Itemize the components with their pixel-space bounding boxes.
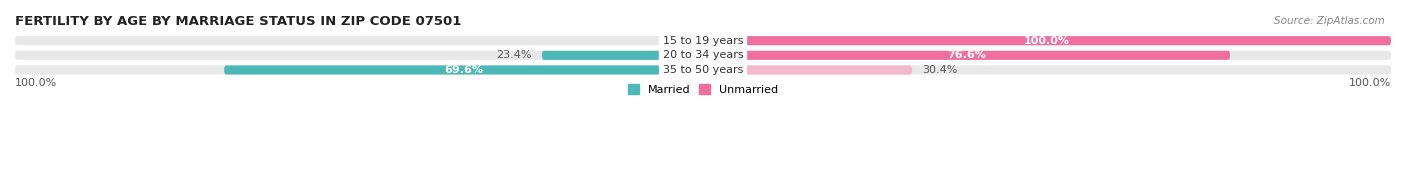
FancyBboxPatch shape	[541, 51, 703, 60]
FancyBboxPatch shape	[703, 51, 1391, 60]
FancyBboxPatch shape	[703, 65, 912, 74]
FancyBboxPatch shape	[15, 65, 703, 74]
Text: 100.0%: 100.0%	[15, 78, 58, 88]
Text: 0.0%: 0.0%	[665, 36, 693, 46]
Text: Source: ZipAtlas.com: Source: ZipAtlas.com	[1274, 16, 1385, 26]
FancyBboxPatch shape	[703, 51, 1230, 60]
Legend: Married, Unmarried: Married, Unmarried	[623, 79, 783, 99]
FancyBboxPatch shape	[703, 36, 1391, 45]
Text: 23.4%: 23.4%	[496, 50, 531, 60]
Text: 76.6%: 76.6%	[948, 50, 986, 60]
Text: FERTILITY BY AGE BY MARRIAGE STATUS IN ZIP CODE 07501: FERTILITY BY AGE BY MARRIAGE STATUS IN Z…	[15, 15, 461, 28]
FancyBboxPatch shape	[224, 65, 703, 74]
Text: 100.0%: 100.0%	[1348, 78, 1391, 88]
Text: 35 to 50 years: 35 to 50 years	[662, 65, 744, 75]
Text: 20 to 34 years: 20 to 34 years	[662, 50, 744, 60]
FancyBboxPatch shape	[15, 51, 703, 60]
FancyBboxPatch shape	[15, 36, 703, 45]
FancyBboxPatch shape	[703, 36, 1391, 45]
Text: 30.4%: 30.4%	[922, 65, 957, 75]
Text: 100.0%: 100.0%	[1024, 36, 1070, 46]
Text: 69.6%: 69.6%	[444, 65, 484, 75]
Text: 15 to 19 years: 15 to 19 years	[662, 36, 744, 46]
FancyBboxPatch shape	[703, 65, 1391, 74]
